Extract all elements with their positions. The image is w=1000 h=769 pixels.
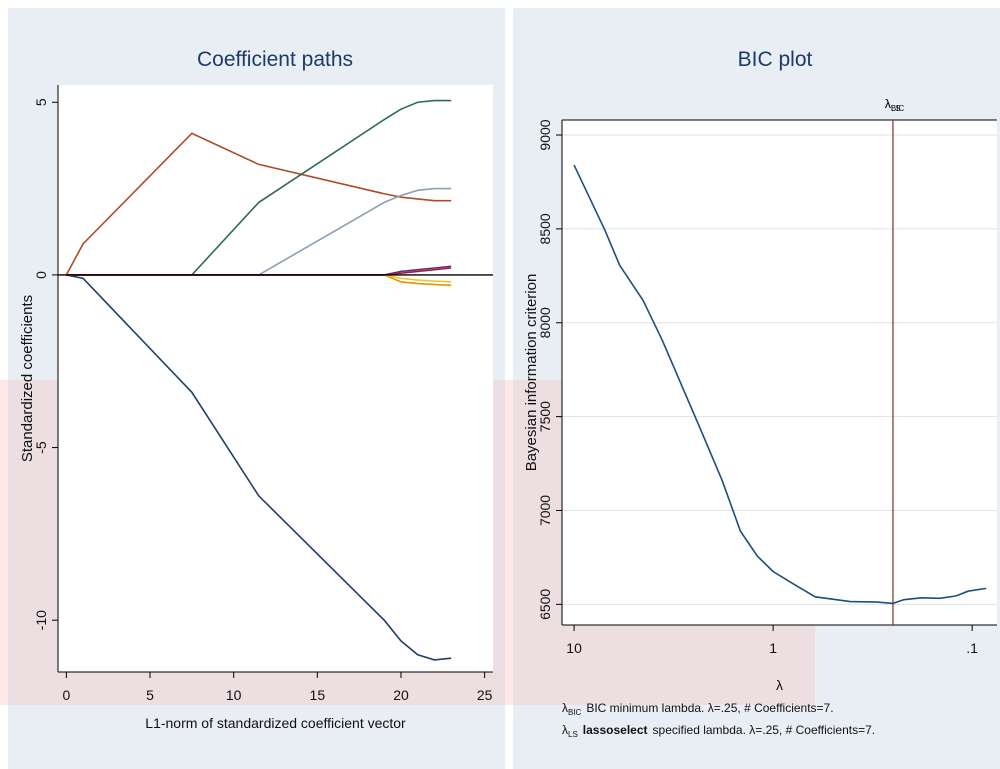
x-axis-title: L1-norm of standardized coefficient vect…: [145, 715, 406, 731]
x-tick-label: 5: [146, 687, 154, 703]
plot-area: [562, 120, 997, 625]
y-tick-label: 8500: [537, 213, 553, 244]
note-text: specified lambda. λ=.25, # Coefficients=…: [653, 723, 876, 737]
chart-title: Coefficient paths: [197, 48, 353, 71]
note-text: BIC minimum lambda. λ=.25, # Coefficient…: [586, 701, 833, 715]
note-subscript: BIC: [568, 708, 582, 717]
x-tick-label: 10: [226, 687, 242, 703]
note-bold: lassoselect: [583, 723, 648, 737]
lambda-subscript: LS: [891, 104, 901, 113]
y-tick-label: 5: [33, 98, 49, 106]
x-tick-label: 20: [393, 687, 409, 703]
y-tick-label: 9000: [537, 119, 553, 150]
y-axis-title: Bayesian information criterion: [523, 274, 540, 472]
y-tick-label: 0: [33, 271, 49, 279]
x-tick-label: 1: [769, 640, 777, 656]
plot-area: [58, 85, 493, 672]
y-tick-label: -10: [33, 610, 49, 630]
x-tick-label: 25: [477, 687, 493, 703]
chart-title: BIC plot: [738, 48, 813, 71]
note-subscript: LS: [568, 730, 578, 739]
y-axis-title: Standardized coefficients: [19, 295, 36, 462]
x-tick-label: 0: [62, 687, 70, 703]
y-tick-label: 7000: [537, 495, 553, 526]
x-tick-label: 10: [566, 640, 582, 656]
y-tick-label: 6500: [537, 589, 553, 620]
page: Coefficient paths50-5-100510152025L1-nor…: [0, 0, 1000, 769]
x-axis-title: λ: [776, 677, 783, 693]
x-tick-label: .1: [966, 640, 978, 656]
x-tick-label: 15: [310, 687, 326, 703]
